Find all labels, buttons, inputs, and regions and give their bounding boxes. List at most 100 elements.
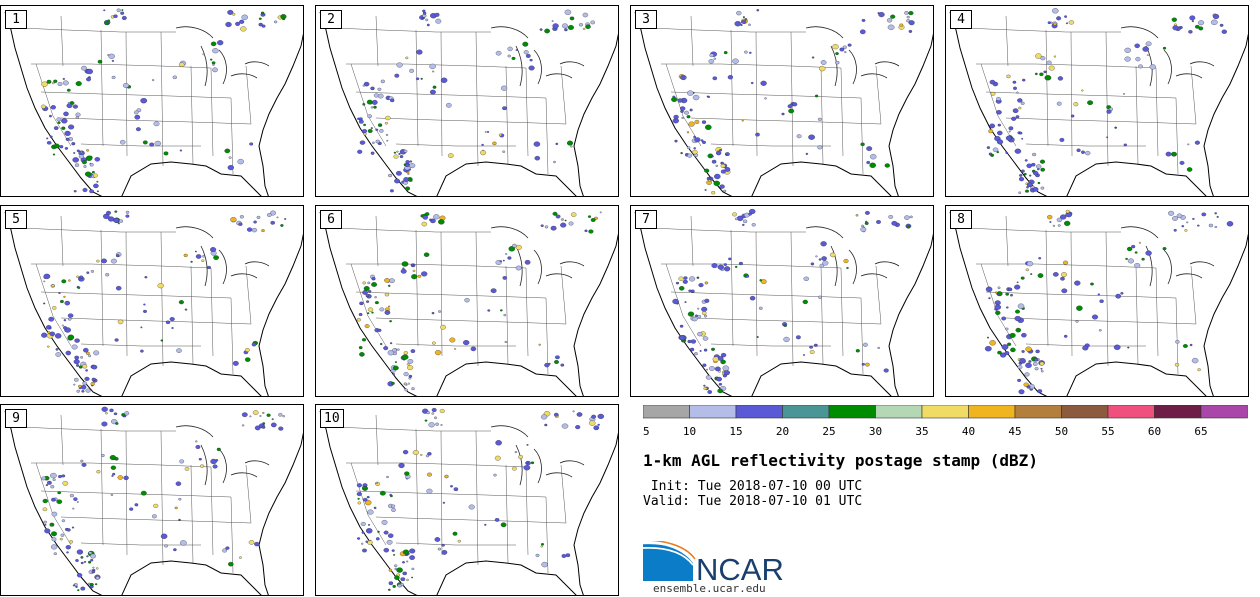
colorbar-bin	[1200, 405, 1248, 419]
echo-cell	[179, 540, 187, 546]
echo-cell	[362, 548, 367, 553]
echo-cell	[58, 474, 62, 479]
echo-cell	[374, 296, 377, 299]
echo-cell	[687, 90, 694, 96]
echo-cell	[1075, 320, 1079, 323]
colorbar-tick-label: 50	[1055, 425, 1068, 438]
init-time-text: Init: Tue 2018-07-10 00 UTC	[643, 479, 863, 494]
echo-cell	[134, 114, 141, 120]
echo-cell	[96, 470, 101, 474]
ensemble-member-panel-5: 5	[0, 205, 304, 397]
echo-cell	[86, 555, 89, 558]
echo-cell	[372, 141, 375, 144]
echo-cell	[1047, 21, 1051, 25]
echo-cell	[179, 459, 185, 464]
echo-cell	[1016, 281, 1019, 284]
echo-cell	[515, 265, 522, 271]
echo-cell	[362, 84, 366, 87]
echo-cell	[53, 552, 57, 556]
echo-cell	[228, 156, 232, 159]
echo-cell	[397, 348, 400, 351]
echo-cell	[674, 139, 678, 143]
echo-cell	[686, 115, 691, 119]
echo-cell	[69, 493, 74, 498]
echo-cell	[241, 424, 245, 427]
echo-cell	[254, 541, 260, 547]
echo-cell	[411, 387, 415, 391]
echo-cell	[106, 210, 111, 215]
echo-cell	[722, 365, 730, 371]
echo-cell	[818, 65, 826, 72]
echo-cell	[194, 250, 197, 253]
echo-cell	[463, 340, 470, 346]
echo-cell	[91, 364, 98, 370]
echo-cell	[846, 266, 849, 270]
valid-time-text: Valid: Tue 2018-07-10 01 UTC	[643, 494, 863, 509]
echo-cell	[100, 453, 105, 458]
echo-cell	[57, 491, 62, 495]
echo-cell	[997, 293, 1000, 296]
echo-cell	[1018, 191, 1022, 194]
echo-cell	[1025, 268, 1029, 272]
echo-cell	[44, 528, 51, 534]
echo-cell	[741, 119, 744, 122]
echo-cell	[997, 286, 1001, 290]
echo-cell	[284, 218, 287, 220]
echo-cell	[888, 215, 894, 219]
echo-cell	[1216, 215, 1219, 218]
echo-cell	[230, 217, 237, 223]
echo-cell	[713, 180, 721, 187]
echo-cell	[125, 210, 130, 214]
echo-cell	[908, 11, 914, 16]
echo-cell	[68, 279, 71, 282]
echo-cell	[555, 142, 559, 146]
echo-cell	[1021, 169, 1025, 173]
echo-cell	[210, 41, 217, 47]
echo-cell	[94, 583, 98, 586]
echo-cell	[1124, 47, 1131, 53]
echo-cell	[50, 485, 55, 489]
echo-cell	[40, 104, 46, 109]
echo-cell	[129, 507, 134, 511]
echo-cell	[588, 229, 594, 234]
echo-cell	[805, 152, 809, 155]
echo-cell	[719, 149, 722, 152]
echo-cell	[95, 567, 99, 570]
echo-cell	[704, 281, 709, 285]
echo-cell	[1087, 100, 1094, 106]
echo-cell	[184, 467, 190, 471]
echo-cell	[750, 81, 754, 85]
echo-cell	[696, 276, 700, 279]
echo-cell	[570, 212, 577, 217]
echo-cell	[1197, 368, 1201, 372]
colorbar-bin	[1107, 405, 1155, 419]
echo-cell	[1201, 212, 1207, 217]
coastline	[949, 11, 1248, 196]
echo-cell	[1056, 217, 1063, 223]
echo-cell	[450, 485, 453, 488]
echo-cell	[409, 160, 413, 163]
echo-cell	[361, 129, 368, 134]
coastline	[4, 11, 303, 196]
echo-cell	[717, 264, 724, 270]
echo-cell	[697, 307, 700, 310]
echo-cell	[569, 16, 575, 21]
echo-cell	[1026, 163, 1032, 169]
echo-cell	[715, 164, 719, 167]
echo-cell	[364, 324, 370, 329]
echo-cell	[425, 212, 430, 216]
echo-cell	[420, 77, 423, 80]
echo-cell	[891, 220, 898, 226]
echo-cell	[210, 247, 217, 253]
echo-cell	[561, 423, 569, 429]
echo-cell	[755, 132, 760, 137]
echo-cell	[115, 285, 122, 291]
echo-cell	[388, 278, 395, 284]
echo-cell	[93, 173, 98, 178]
echo-cell	[796, 134, 802, 139]
echo-cell	[47, 480, 52, 485]
echo-cell	[996, 139, 1004, 145]
member-number-label: 5	[5, 210, 27, 229]
ncar-logo: NCAR	[643, 541, 784, 583]
echo-cell	[732, 212, 737, 217]
